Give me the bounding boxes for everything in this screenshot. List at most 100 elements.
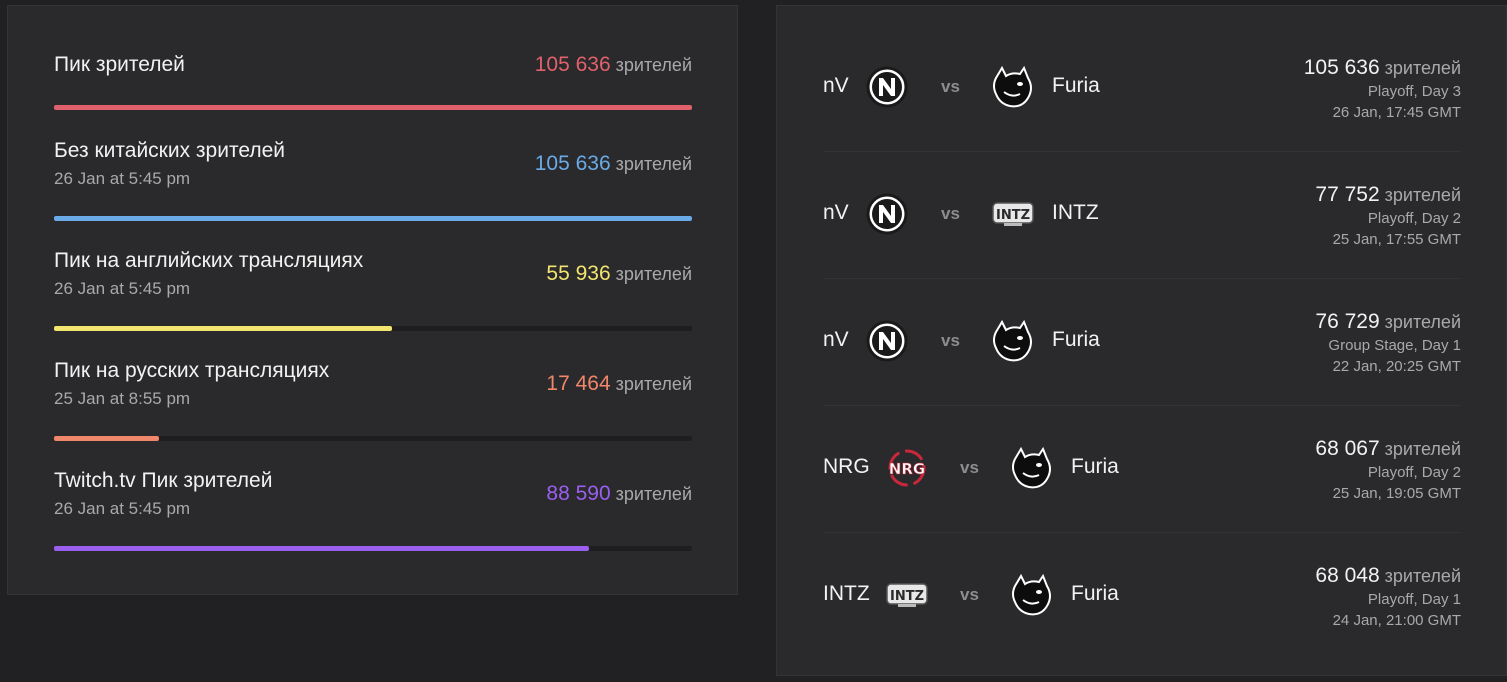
match-viewers-unit: зрителей [1384, 58, 1461, 78]
match-stage: Playoff, Day 1 [1367, 591, 1461, 608]
stat-value-wrap: 55 936 зрителей [546, 262, 692, 286]
match-viewers-unit: зрителей [1384, 185, 1461, 205]
divider [823, 151, 1461, 152]
team2-name: Furia [1071, 582, 1119, 605]
stat-value: 17 464 [546, 372, 611, 395]
match-viewers-unit: зрителей [1384, 439, 1461, 459]
vs-label: vs [941, 331, 960, 350]
divider [823, 278, 1461, 279]
stat-value: 105 636 [534, 152, 611, 175]
stat-twitch-peak: Twitch.tv Пик зрителей 26 Jan at 5:45 pm… [54, 469, 692, 554]
match-row[interactable]: nV vs Furia 76 729 зрителей Group Stage, … [823, 278, 1461, 405]
stat-title: Пик зрителей [54, 53, 185, 76]
stat-progress-bar [54, 326, 692, 331]
stat-peak-viewers: Пик зрителей 105 636 зрителей [54, 53, 692, 113]
match-viewers: 68 048 зрителей [1315, 564, 1461, 588]
team1-name: nV [823, 328, 849, 351]
furia-panther-logo-icon [990, 318, 1034, 362]
team2-name: Furia [1071, 455, 1119, 478]
vs-label: vs [960, 585, 979, 604]
stat-value-wrap: 105 636 зрителей [535, 53, 692, 77]
stat-russian-streams-peak: Пик на русских трансляциях 25 Jan at 8:5… [54, 359, 692, 444]
stat-progress-bar [54, 216, 692, 221]
stat-progress-fill [54, 436, 160, 441]
team2-name: Furia [1052, 74, 1100, 97]
stat-progress-fill [54, 326, 393, 331]
match-time: 22 Jan, 20:25 GMT [1332, 358, 1461, 375]
match-viewers: 105 636 зрителей [1304, 56, 1461, 80]
furia-panther-logo-icon [1009, 572, 1053, 616]
svg-text:NRG: NRG [889, 460, 925, 478]
match-stage: Group Stage, Day 1 [1328, 337, 1461, 354]
stat-value-wrap: 105 636 зрителей [535, 152, 692, 176]
match-row[interactable]: INTZ INTZ vs Furia 68 048 зрителей Playof… [823, 532, 1461, 659]
stat-date: 26 Jan at 5:45 pm [54, 279, 191, 298]
stat-unit: зрителей [615, 374, 692, 394]
stat-english-streams-peak: Пик на английских трансляциях 26 Jan at … [54, 249, 692, 334]
stat-date: 26 Jan at 5:45 pm [54, 169, 191, 188]
stat-unit: зрителей [615, 484, 692, 504]
envy-logo-icon [865, 319, 909, 363]
match-time: 24 Jan, 21:00 GMT [1332, 612, 1461, 629]
stat-progress-fill [54, 105, 692, 110]
match-viewers-value: 76 729 [1315, 310, 1380, 333]
divider [823, 532, 1461, 533]
match-time: 26 Jan, 17:45 GMT [1332, 104, 1461, 121]
stat-title: Без китайских зрителей [54, 139, 285, 162]
match-row[interactable]: NRG NRG vs Furia 68 067 зрителей Playoff,… [823, 405, 1461, 532]
team1-name: nV [823, 74, 849, 97]
match-stage: Playoff, Day 2 [1367, 464, 1461, 481]
stat-title: Twitch.tv Пик зрителей [54, 469, 273, 492]
match-row[interactable]: nV vs INTZ INTZ 77 752 зрителей Playoff, … [823, 151, 1461, 278]
stat-title: Пик на русских трансляциях [54, 359, 330, 382]
match-viewers: 68 067 зрителей [1315, 437, 1461, 461]
divider [823, 405, 1461, 406]
stat-value: 105 636 [534, 53, 611, 76]
stat-title: Пик на английских трансляциях [54, 249, 364, 272]
match-viewers-unit: зрителей [1384, 566, 1461, 586]
viewer-stats-panel: Пик зрителей 105 636 зрителей Без китайск… [7, 5, 738, 595]
furia-panther-logo-icon [990, 64, 1034, 108]
intz-logo-icon: INTZ [884, 573, 928, 617]
stat-no-chinese-viewers: Без китайских зрителей 26 Jan at 5:45 pm… [54, 139, 692, 224]
match-viewers-unit: зрителей [1384, 312, 1461, 332]
furia-panther-logo-icon [1009, 445, 1053, 489]
team1-name: NRG [823, 455, 870, 478]
match-time: 25 Jan, 17:55 GMT [1332, 231, 1461, 248]
stat-date: 25 Jan at 8:55 pm [54, 389, 191, 408]
stat-unit: зрителей [615, 154, 692, 174]
vs-label: vs [960, 458, 979, 477]
stat-progress-bar [54, 546, 692, 551]
stat-value-wrap: 88 590 зрителей [546, 482, 692, 506]
team2-name: INTZ [1052, 201, 1099, 224]
stat-progress-fill [54, 546, 590, 551]
top-matches-panel: nV vs Furia 105 636 зрителей Playoff, Day… [776, 5, 1507, 676]
match-viewers: 76 729 зрителей [1315, 310, 1461, 334]
stat-progress-bar [54, 436, 692, 441]
stat-value-wrap: 17 464 зрителей [546, 372, 692, 396]
team1-name: nV [823, 201, 849, 224]
match-stage: Playoff, Day 2 [1367, 210, 1461, 227]
team2-name: Furia [1052, 328, 1100, 351]
team1-name: INTZ [823, 582, 870, 605]
svg-text:INTZ: INTZ [890, 589, 924, 604]
stat-progress-fill [54, 216, 692, 221]
match-row[interactable]: nV vs Furia 105 636 зрителей Playoff, Day… [823, 24, 1461, 151]
envy-logo-icon [865, 192, 909, 236]
stat-progress-bar [54, 105, 692, 110]
match-viewers-value: 77 752 [1315, 183, 1380, 206]
stat-value: 88 590 [546, 482, 611, 505]
nrg-logo-icon: NRG [884, 446, 928, 490]
vs-label: vs [941, 77, 960, 96]
match-viewers-value: 68 067 [1315, 437, 1380, 460]
intz-logo-icon: INTZ [990, 192, 1034, 236]
match-viewers-value: 105 636 [1303, 56, 1380, 79]
match-stage: Playoff, Day 3 [1367, 83, 1461, 100]
match-time: 25 Jan, 19:05 GMT [1332, 485, 1461, 502]
stat-value: 55 936 [546, 262, 611, 285]
match-viewers-value: 68 048 [1315, 564, 1380, 587]
vs-label: vs [941, 204, 960, 223]
envy-logo-icon [865, 65, 909, 109]
stat-unit: зрителей [615, 264, 692, 284]
match-viewers: 77 752 зрителей [1315, 183, 1461, 207]
